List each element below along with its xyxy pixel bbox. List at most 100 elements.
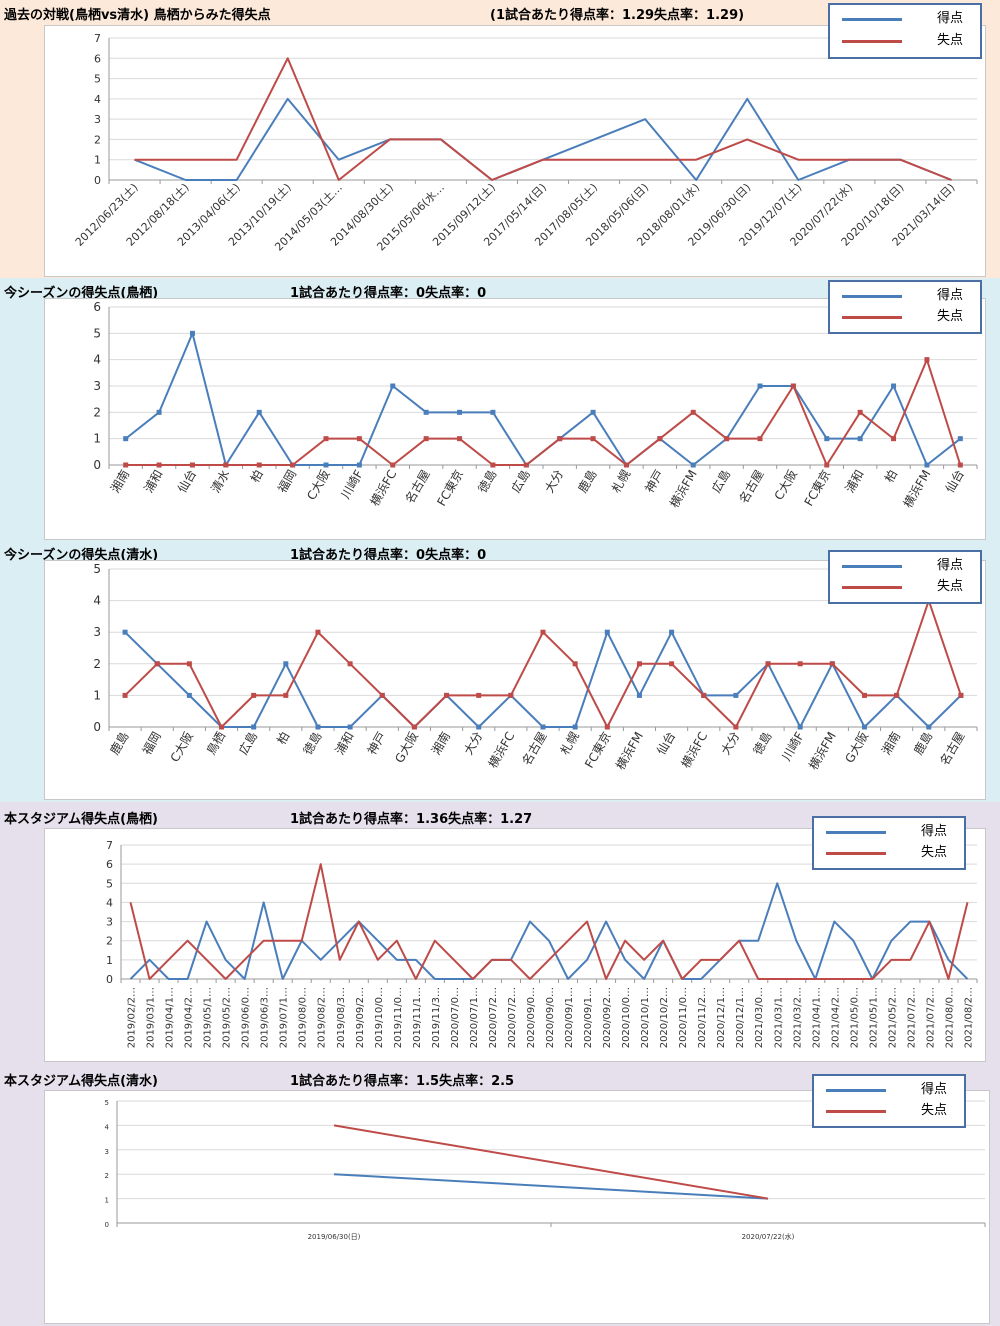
data-point-conceded (123, 462, 129, 468)
x-tick-label: 2020/09/2… (602, 987, 613, 1048)
section-title: 今シーズンの得失点(鳥栖) (4, 286, 159, 301)
section-title: 今シーズンの得失点(清水) (4, 548, 159, 563)
chart-legend: 得点 失点 (828, 550, 982, 604)
data-point-score (690, 462, 696, 468)
legend-swatch-score (826, 831, 886, 834)
y-tick-label: 7 (106, 839, 113, 852)
x-tick-label: 2021/07/2… (906, 987, 917, 1048)
series-line-score (333, 1173, 769, 1200)
data-point-conceded (156, 462, 162, 468)
legend-item-conceded: 失点 (814, 843, 964, 863)
section-past-matches: 過去の対戦(鳥栖vs清水) 鳥栖からみた得失点 (1試合あたり得点率：1.29失… (0, 0, 1000, 278)
legend-label-score: 得点 (936, 558, 963, 573)
legend-swatch-score (842, 18, 902, 21)
data-point-conceded (701, 692, 707, 698)
legend-label-score: 得点 (936, 11, 963, 26)
y-tick-label: 4 (105, 1123, 110, 1131)
x-tick-label: 2019/11/3… (431, 987, 442, 1048)
series-line-conceded (125, 358, 962, 466)
data-point-score (733, 692, 739, 698)
x-tick-label: 2019/11/1… (412, 987, 423, 1048)
x-tick-label: 仙台 (653, 729, 678, 757)
data-point-conceded (623, 462, 629, 468)
legend-label-conceded: 失点 (936, 309, 963, 324)
x-tick-label: 柏 (273, 729, 292, 747)
data-point-conceded (829, 661, 835, 667)
data-point-conceded (757, 436, 763, 442)
series-line-score (129, 882, 969, 980)
chart-area: 0 1 2 3 4 5 鹿島 福岡 C大阪 鳥栖 広島柏徳島 浦和 神戸 G大阪 湘南 大分 横浜FC 名古屋 札幌… (44, 560, 986, 800)
data-point-score (572, 724, 578, 730)
data-point-score (347, 724, 353, 730)
x-tick-label: 浦和 (142, 468, 166, 496)
data-point-conceded (861, 692, 867, 698)
x-tick-label: 2020/07/2… (507, 987, 518, 1048)
data-point-conceded (411, 724, 417, 730)
data-point-conceded (189, 462, 195, 468)
x-tick-label: 札幌 (608, 467, 633, 495)
data-point-score (123, 436, 129, 442)
data-point-score (636, 692, 642, 698)
chart-svg: 0 1 2 3 4 5 6 7 2019/02/2… 2019/03/1… 2019/04/1… 20… (106, 839, 978, 1048)
data-point-conceded (347, 661, 353, 667)
legend-item-score: 得点 (830, 9, 980, 29)
x-tick-label: 2021/03/2… (792, 987, 803, 1048)
y-tick-label: 6 (106, 858, 113, 871)
x-tick-label: 2019/11/0… (393, 987, 404, 1048)
data-point-conceded (590, 436, 596, 442)
data-point-conceded (523, 462, 529, 468)
x-tick-label: 2020/11/0… (678, 987, 689, 1048)
legend-item-conceded: 失点 (830, 307, 980, 327)
y-tick-label: 5 (106, 877, 113, 890)
y-tick-label: 0 (94, 174, 101, 187)
series-line-score (124, 631, 962, 728)
data-point-score (861, 724, 867, 730)
x-tick-label: 福岡 (139, 729, 164, 757)
section-rate: 1試合あたり得点率：1.36失点率：1.27 (290, 812, 533, 827)
section-rate: (1試合あたり得点率：1.29失点率：1.29) (490, 8, 745, 23)
legend-item-conceded: 失点 (814, 1101, 964, 1121)
x-tick-label: 2020/12/1… (735, 987, 746, 1048)
x-tick-label: 2020/09/0… (545, 987, 556, 1048)
y-tick-label: 2 (93, 657, 101, 671)
data-point-conceded (924, 357, 930, 363)
x-tick-label: 2021/08/0… (944, 987, 955, 1048)
legend-item-score: 得点 (830, 286, 980, 306)
data-point-conceded (444, 692, 450, 698)
data-point-conceded (733, 724, 739, 730)
y-tick-label: 6 (93, 300, 101, 314)
data-point-conceded (490, 462, 496, 468)
x-tick-label: 横浜FM (667, 468, 700, 511)
x-tick-label: 広島 (508, 467, 533, 495)
data-point-score (323, 462, 329, 468)
x-tick-label: 名古屋 (519, 729, 550, 768)
data-point-conceded (423, 436, 429, 442)
data-point-conceded (540, 629, 546, 635)
x-tick-label: 2021/07/2… (925, 987, 936, 1048)
x-tick-label: 2019/02/2… (127, 987, 138, 1048)
x-tick-label: 横浜FM (806, 730, 839, 773)
x-tick-label: 2019/03/1… (146, 987, 157, 1048)
data-point-conceded (290, 462, 296, 468)
y-tick-label: 3 (93, 625, 101, 639)
x-tick-label: 2019/06/3… (260, 987, 271, 1048)
x-tick-label: 大分 (718, 730, 742, 758)
x-tick-label: 徳島 (300, 729, 325, 757)
y-tick-label: 0 (106, 973, 113, 986)
section-stadium-shimizu: 本スタジアム得失点(清水) 1試合あたり得点率：1.5失点率：2.5 0 1 2 3 4… (0, 1064, 1000, 1326)
data-point-score (356, 462, 362, 468)
data-point-score (283, 661, 289, 667)
data-point-conceded (219, 724, 225, 730)
data-point-score (757, 383, 763, 389)
x-tick-label: 柏 (247, 467, 266, 485)
legend-item-conceded: 失点 (830, 577, 980, 597)
legend-label-conceded: 失点 (936, 33, 963, 48)
x-tick-label: 2020/07/2… (488, 987, 499, 1048)
x-tick-label: 2019/06/0… (241, 987, 252, 1048)
data-point-score (315, 724, 321, 730)
chart-area: 0 1 2 3 4 5 2019/06/30(日) 2020/07/22(水) (44, 1090, 990, 1324)
legend-label-conceded: 失点 (920, 845, 947, 860)
data-point-conceded (765, 661, 771, 667)
x-tick-label: 2019/04/2… (184, 987, 195, 1048)
legend-item-score: 得点 (830, 556, 980, 576)
